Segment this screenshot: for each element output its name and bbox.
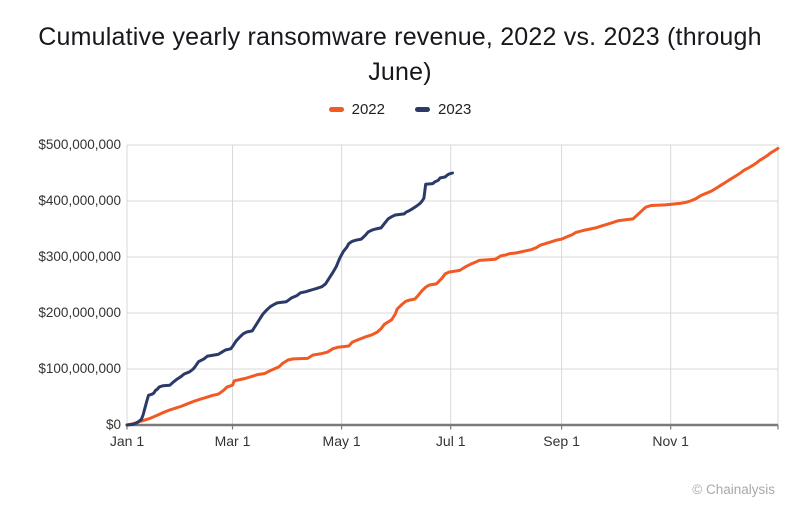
x-tick-label-jul-1: Jul 1 — [435, 433, 466, 449]
copyright-credit: © Chainalysis — [692, 482, 775, 497]
y-tick-label-300M: $300,000,000 — [38, 249, 121, 264]
x-tick-label-mar-1: Mar 1 — [214, 433, 251, 449]
x-tick-label-jan-1: Jan 1 — [109, 433, 145, 449]
legend-swatch-2023 — [415, 107, 430, 112]
x-tick-label-sep-1: Sep 1 — [543, 433, 580, 449]
y-tick-label-400M: $400,000,000 — [38, 193, 121, 208]
legend-item-2022: 2022 — [328, 101, 385, 118]
gridlines — [126, 144, 779, 425]
x-axis-line — [126, 423, 779, 430]
series-line-2023 — [125, 171, 454, 427]
series-lines — [125, 146, 780, 427]
series-line-2022 — [125, 146, 780, 427]
legend: 2022 2023 — [0, 101, 800, 118]
x-tick-label-nov-1: Nov 1 — [652, 433, 689, 449]
legend-label-2023: 2023 — [438, 101, 472, 118]
chart-title: Cumulative yearly ransomware revenue, 20… — [38, 23, 762, 86]
x-tick-label-may-1: May 1 — [322, 433, 361, 449]
legend-swatch-2022 — [328, 107, 344, 112]
y-tick-label-200M: $200,000,000 — [38, 305, 121, 320]
y-tick-label-0M: $0 — [105, 417, 121, 432]
legend-item-2023: 2023 — [415, 101, 471, 118]
legend-label-2022: 2022 — [351, 101, 385, 118]
y-tick-label-500M: $500,000,000 — [38, 137, 121, 152]
y-tick-label-100M: $100,000,000 — [38, 361, 121, 376]
